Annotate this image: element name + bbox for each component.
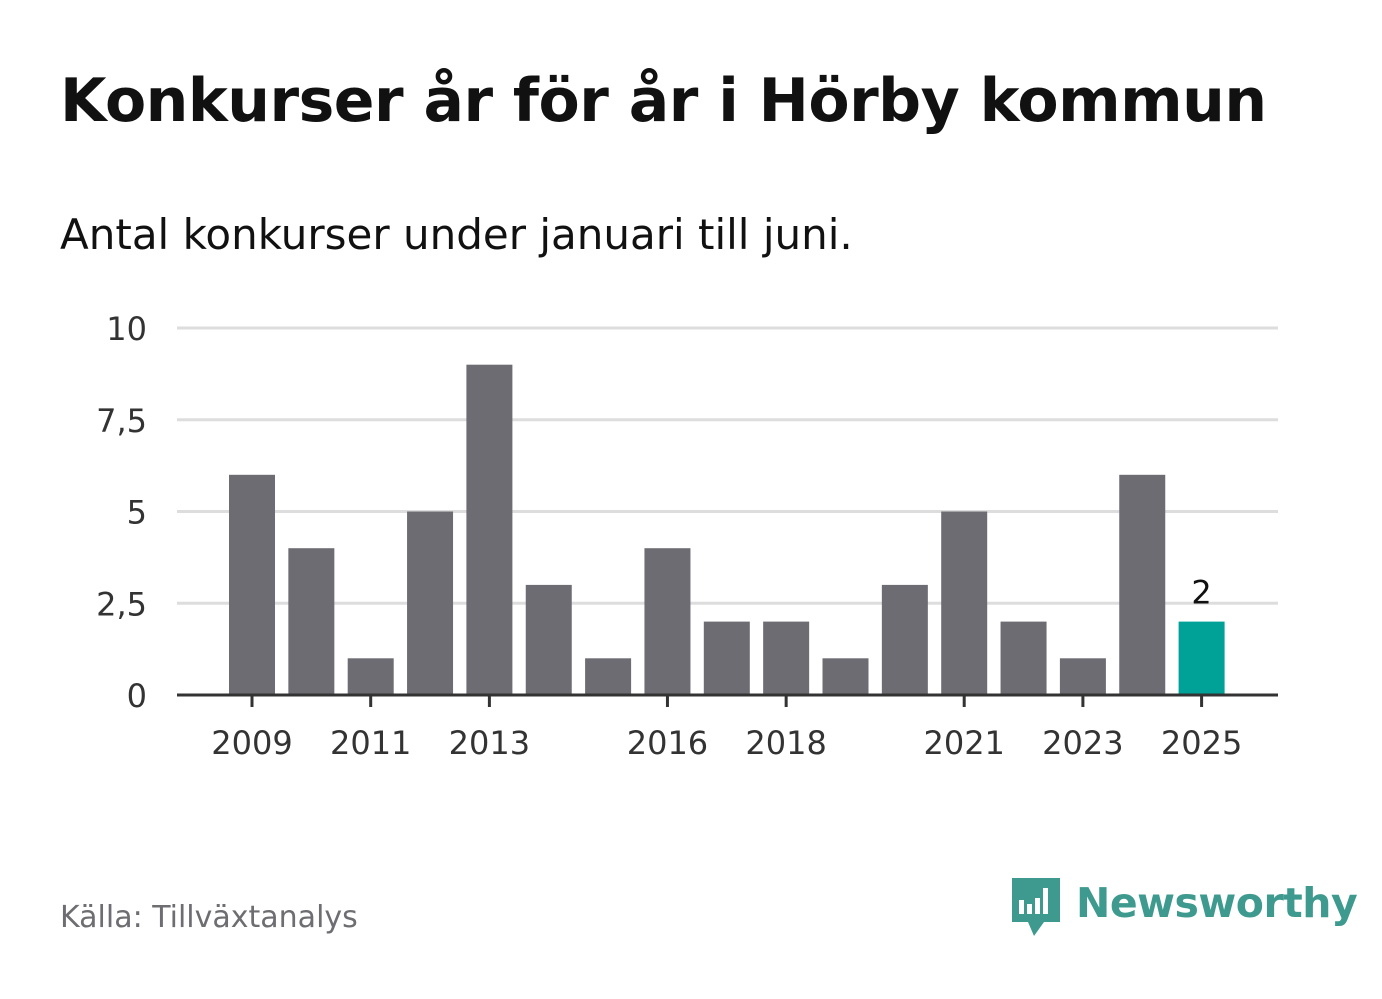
bar-2022 <box>1000 621 1047 695</box>
brand-name: Newsworthy <box>1076 879 1358 927</box>
bar-2021 <box>941 511 988 695</box>
newsworthy-logo-icon <box>1012 878 1060 936</box>
labels: 0 2,5 5 7,5 10 2 2009 2011 2013 2016 2018 2021 2023 2… <box>96 310 1242 762</box>
x-tick-label: 2023 <box>1042 724 1123 762</box>
bar-2011 <box>347 658 394 695</box>
x-tick-label: 2011 <box>330 724 411 762</box>
bars <box>229 364 1225 695</box>
bar-2019 <box>822 658 869 695</box>
y-tick-label: 5 <box>127 494 147 532</box>
bar-2020 <box>881 584 928 695</box>
x-tick-label: 2025 <box>1161 724 1242 762</box>
bar-2023 <box>1059 658 1106 695</box>
y-tick-label: 10 <box>106 310 147 348</box>
bar-2013 <box>466 364 513 695</box>
bar-2009 <box>229 474 275 695</box>
axes <box>177 693 1278 707</box>
bar-2010 <box>288 548 335 695</box>
brand-logo: Newsworthy <box>1010 876 1358 940</box>
source-credit: Källa: Tillväxtanalys <box>60 900 358 935</box>
data-label-2025: 2 <box>1191 574 1211 612</box>
bar-2018 <box>763 621 810 695</box>
bar-2016 <box>644 548 691 695</box>
y-tick-label: 7,5 <box>96 402 147 440</box>
bar-2012 <box>407 511 454 695</box>
y-tick-label: 0 <box>127 677 147 715</box>
bar-2017 <box>703 621 750 695</box>
x-tick-label: 2016 <box>627 724 708 762</box>
y-tick-label: 2,5 <box>96 585 147 623</box>
x-tick-label: 2018 <box>745 724 826 762</box>
bar-2014 <box>525 584 572 695</box>
x-tick-label: 2021 <box>923 724 1004 762</box>
bar-2015 <box>585 658 632 695</box>
x-tick-label: 2013 <box>449 724 530 762</box>
gridlines <box>177 326 1278 605</box>
x-tick-label: 2009 <box>211 724 292 762</box>
bar-2025 <box>1178 621 1225 695</box>
chart-subtitle: Antal konkurser under januari till juni. <box>60 210 853 259</box>
bar-2024 <box>1119 474 1166 695</box>
chart-title: Konkurser år för år i Hörby kommun <box>60 66 1267 136</box>
